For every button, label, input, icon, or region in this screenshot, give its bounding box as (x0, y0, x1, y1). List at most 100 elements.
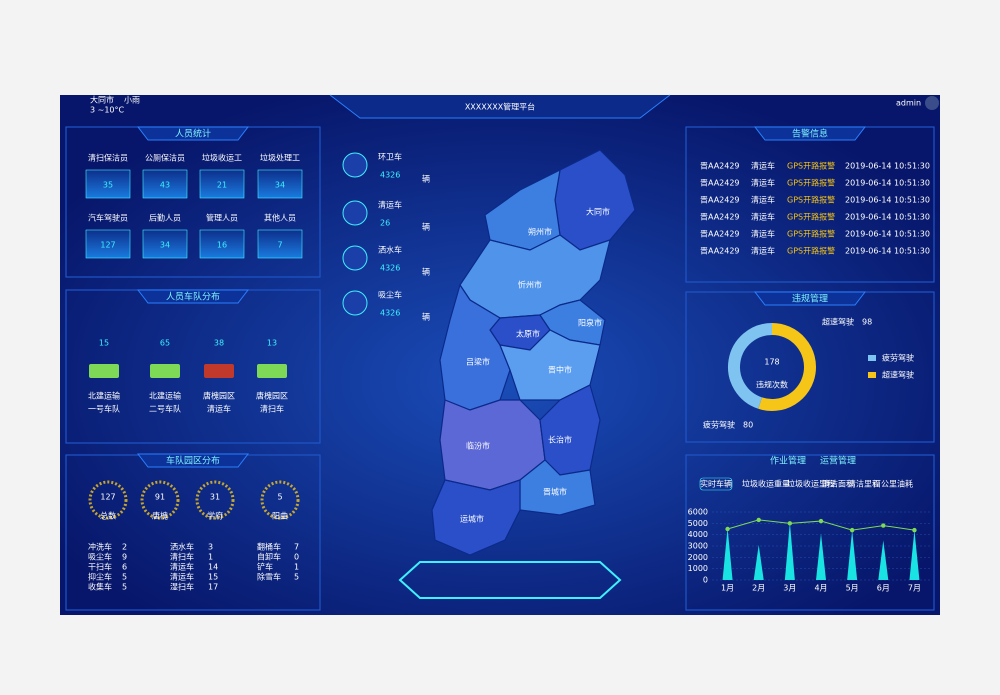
y-tick-label: 0 (703, 576, 708, 585)
alert-cell: 晋AA2429 (700, 179, 740, 188)
spike-bar (847, 530, 858, 580)
region-label: 忻州市 (518, 280, 542, 290)
x-tick-label: 2月 (752, 584, 765, 593)
title-tab (136, 289, 250, 304)
vehicle-count: 5 (122, 573, 127, 582)
personnel-value: 16 (217, 241, 227, 250)
legend-swatch (868, 355, 876, 361)
region-label: 运城市 (460, 514, 484, 524)
personnel-value: 43 (160, 181, 170, 190)
value-box (257, 169, 303, 199)
gauge-value: 127 (100, 493, 115, 502)
chart-tab: 清洁面积 (822, 479, 854, 489)
user: admin (896, 99, 921, 108)
alert-cell: 晋AA2429 (700, 162, 740, 171)
alert-cell: 清运车 (751, 246, 775, 256)
vehicle-count: 5 (294, 573, 299, 582)
chart-tab: 垃圾收运重量 (742, 479, 790, 489)
alert-cell: GPS开路报警 (787, 161, 835, 171)
vehicle-type: 除雪车 (257, 572, 281, 582)
vehicle-type: 抑尘车 (88, 572, 112, 582)
alert-cell: 2019-06-14 10:51:30 (845, 162, 930, 171)
alert-cell: 晋AA2429 (700, 196, 740, 205)
x-tick-label: 1月 (721, 584, 734, 593)
value-box (257, 229, 303, 259)
personnel-value: 34 (275, 181, 285, 190)
panels (65, 126, 935, 611)
personnel-label: 其他人员 (264, 213, 296, 223)
donut-slice (758, 323, 816, 411)
personnel-value: 21 (217, 181, 227, 190)
spike-bar (878, 540, 889, 580)
gauge-ring (140, 480, 180, 520)
legend-swatch (868, 372, 876, 378)
panel-title: 运营管理 (820, 455, 856, 467)
truck-icon (204, 364, 234, 378)
chart-tab: 百公里油耗 (873, 479, 913, 489)
panel-title: 车队园区分布 (166, 455, 220, 467)
region-label: 临汾市 (466, 441, 490, 451)
vehicle-type: 干扫车 (88, 562, 112, 572)
vehicle-unit: 辆 (422, 174, 430, 184)
alert-cell: 清运车 (751, 212, 775, 222)
region-label: 吕梁市 (466, 357, 490, 367)
vehicle-type: 吸尘车 (88, 552, 112, 562)
line-point (818, 518, 824, 524)
value-box (199, 169, 245, 199)
vehicle-total: 4326 (380, 264, 400, 273)
value-box (142, 169, 188, 199)
spike-bar (784, 522, 795, 580)
gauge-label: 唐槐 (152, 511, 168, 521)
truck-icon (257, 364, 287, 378)
region-label: 长治市 (548, 435, 572, 445)
vehicle-type: 洒水车 (170, 542, 194, 552)
gauge-ring (88, 480, 128, 520)
team-name: 北建运输 (88, 391, 120, 401)
value-box (199, 229, 245, 259)
alert-cell: GPS开路报警 (787, 178, 835, 188)
team-count: 13 (267, 339, 277, 348)
y-tick-label: 3000 (688, 542, 708, 551)
chart-tab: 垃圾收运里程 (787, 479, 835, 489)
line-point (756, 517, 761, 523)
donut-caption: 违规次数 (756, 380, 788, 390)
vehicle-type: 湿扫车 (170, 582, 194, 592)
y-tick-label: 4000 (688, 530, 708, 539)
vehicle-icon (342, 200, 368, 226)
panel-title: 作业管理 (770, 455, 806, 467)
personnel-label: 汽车驾驶员 (88, 213, 128, 223)
alert-cell: 清运车 (751, 229, 775, 239)
vehicle-type: 清运车 (170, 572, 194, 582)
gauge-value: 91 (155, 493, 165, 502)
vehicle-count: 7 (294, 543, 299, 552)
alert-cell: 清运车 (751, 161, 775, 171)
personnel-label: 清扫保洁员 (88, 153, 128, 163)
region-label: 晋中市 (548, 365, 572, 375)
alert-cell: 晋AA2429 (700, 230, 740, 239)
team-name: 北建运输 (149, 391, 181, 401)
slice-label: 超速驾驶 (822, 317, 854, 327)
vehicle-count: 17 (208, 583, 218, 592)
gauge-ring (260, 480, 300, 520)
legend-label: 超速驾驶 (882, 370, 914, 380)
x-tick-label: 4月 (814, 584, 827, 593)
personnel-value: 35 (103, 181, 113, 190)
vehicle-type: 铲车 (257, 562, 273, 572)
vehicle-type: 清扫车 (170, 552, 194, 562)
vehicle-count: 15 (208, 573, 218, 582)
personnel-label: 后勤人员 (149, 213, 181, 223)
panel-title: 违规管理 (792, 293, 828, 305)
page-title: XXXXXXX管理平台 (465, 102, 535, 112)
gauge-ring (195, 480, 235, 520)
value-box (142, 229, 188, 259)
region-label: 晋城市 (543, 487, 567, 497)
personnel-value: 34 (160, 241, 170, 250)
personnel-value: 127 (100, 241, 115, 250)
vehicle-icon (342, 290, 368, 316)
vehicle-type: 自卸车 (257, 552, 281, 562)
chart-tab: 实时车辆 (700, 479, 732, 489)
region-label: 朔州市 (528, 227, 552, 237)
x-tick-label: 6月 (877, 584, 890, 593)
alert-cell: GPS开路报警 (787, 195, 835, 205)
vehicle-unit: 辆 (422, 267, 430, 277)
